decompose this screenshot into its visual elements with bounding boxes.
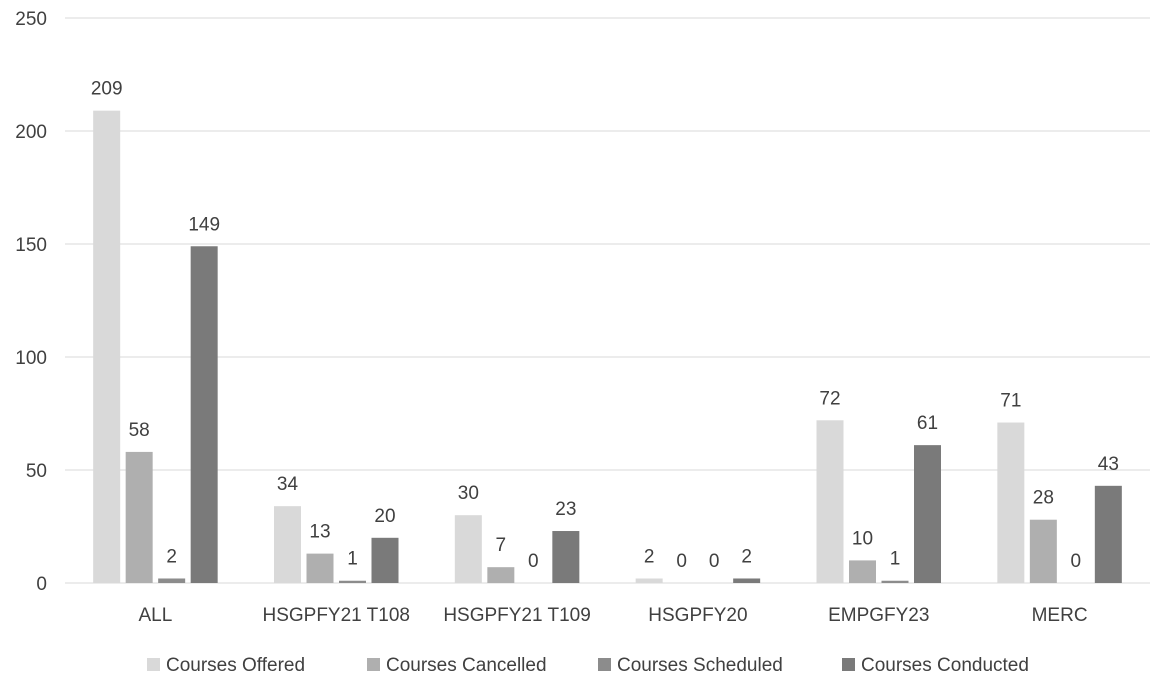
bar [274, 506, 301, 583]
gridlines [65, 17, 1150, 584]
x-category-label: HSGPFY20 [648, 605, 747, 626]
bar [997, 422, 1025, 583]
data-label: 28 [1033, 488, 1054, 509]
y-tick-label: 0 [36, 574, 47, 595]
bar [371, 537, 399, 583]
bar [454, 515, 482, 583]
bar [733, 578, 761, 583]
bar [552, 531, 580, 583]
data-label: 72 [819, 388, 840, 409]
data-label: 2 [741, 546, 752, 567]
y-tick-label: 250 [15, 9, 47, 30]
data-label: 0 [709, 551, 720, 572]
y-axis-ticks: 0 50 100 150 200 250 [15, 9, 47, 595]
bars [93, 110, 1122, 583]
y-tick-label: 50 [26, 461, 47, 482]
bar [339, 580, 366, 583]
bar [914, 445, 941, 583]
x-category-label: HSGPFY21 T109 [443, 605, 591, 626]
data-label: 1 [347, 549, 358, 570]
data-label: 1 [890, 549, 901, 570]
data-label: 2 [166, 546, 177, 567]
data-label: 34 [277, 474, 299, 495]
legend-swatch [842, 658, 855, 671]
data-label: 20 [374, 506, 395, 527]
legend: Courses Offered Courses Cancelled Courses … [147, 655, 1029, 676]
data-label: 58 [129, 420, 150, 441]
x-category-label: ALL [139, 605, 173, 626]
bar [306, 553, 334, 583]
data-label: 71 [1000, 391, 1021, 412]
bar [1094, 485, 1122, 583]
data-label: 0 [676, 551, 687, 572]
data-label: 23 [555, 499, 576, 520]
bar [849, 560, 876, 583]
bar [190, 246, 218, 583]
x-category-label: MERC [1032, 605, 1088, 626]
x-axis-categories: ALL HSGPFY21 T108 HSGPFY21 T109 HSGPFY20 EMP… [139, 605, 1088, 626]
y-tick-label: 150 [15, 235, 47, 256]
legend-swatch [598, 658, 611, 671]
y-tick-label: 200 [15, 122, 47, 143]
legend-swatch [367, 658, 380, 671]
data-label: 61 [917, 413, 938, 434]
x-category-label: EMPGFY23 [828, 605, 929, 626]
data-label: 30 [458, 483, 479, 504]
data-label: 209 [91, 79, 123, 100]
data-label: 13 [309, 522, 330, 543]
legend-label: Courses Scheduled [617, 655, 783, 676]
bar [1029, 519, 1057, 583]
bar [881, 580, 909, 583]
data-label: 0 [528, 551, 539, 572]
data-label: 7 [496, 535, 507, 556]
legend-label: Courses Offered [166, 655, 305, 676]
data-label: 2 [644, 546, 655, 567]
y-tick-label: 100 [15, 348, 47, 369]
bar [93, 110, 121, 583]
bar [487, 567, 515, 583]
legend-swatch [147, 658, 160, 671]
bar [158, 578, 186, 583]
legend-label: Courses Conducted [861, 655, 1029, 676]
bar [125, 451, 153, 583]
bar [816, 420, 844, 583]
legend-label: Courses Cancelled [386, 655, 547, 676]
data-label: 149 [188, 214, 220, 235]
data-label: 0 [1071, 551, 1082, 572]
data-label: 43 [1098, 454, 1119, 475]
x-category-label: HSGPFY21 T108 [262, 605, 410, 626]
bar [635, 578, 663, 583]
data-label: 10 [852, 528, 873, 549]
